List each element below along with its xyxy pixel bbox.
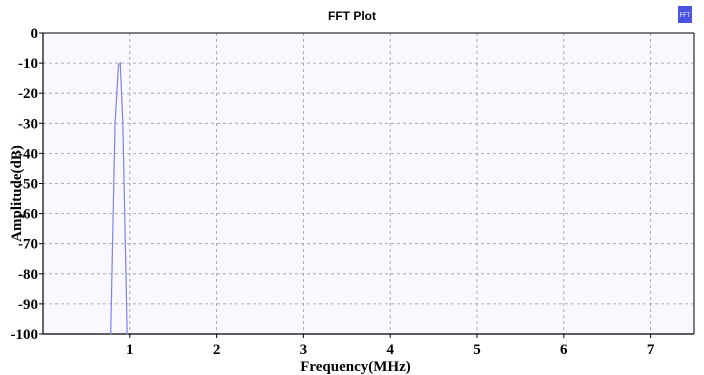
grid-lines — [43, 33, 694, 334]
series-line-fft — [110, 61, 128, 335]
x-tick-label: 4 — [386, 342, 394, 358]
y-tick-label: -70 — [18, 237, 38, 253]
series-point — [110, 333, 112, 335]
y-axis-label: Amplitude(dB) — [9, 145, 25, 242]
x-tick-label: 2 — [213, 342, 221, 358]
series-point — [114, 122, 116, 124]
x-tick-label: 5 — [473, 342, 481, 358]
y-tick-label: -10 — [18, 56, 38, 72]
legend[interactable]: FFT — [678, 6, 692, 23]
series-point — [126, 333, 128, 335]
series-point — [119, 62, 121, 64]
tick-labels: 0 -10 -20 -30 -40 -50 -60 -70 -80 -90 -100 1 2 3 4 5 6 7 — [11, 26, 655, 358]
legend-swatch — [678, 6, 692, 23]
y-tick-label: -20 — [18, 86, 38, 102]
y-tick-label: -30 — [18, 116, 38, 132]
y-tick-label: -90 — [18, 297, 38, 313]
y-tick-label: -100 — [11, 327, 39, 343]
x-tick-label: 1 — [126, 342, 134, 358]
y-tick-label: -80 — [18, 267, 38, 283]
series-point — [117, 64, 120, 66]
y-tick-label: -50 — [18, 177, 38, 193]
y-tick-label: -60 — [18, 207, 38, 223]
x-tick-label: 7 — [647, 342, 655, 358]
chart-title: FFT Plot — [328, 9, 376, 23]
x-axis-label: Frequency(MHz) — [300, 359, 411, 375]
series-point — [122, 122, 124, 124]
x-tick-label: 3 — [300, 342, 308, 358]
series-layer — [110, 61, 128, 335]
y-tick-label: -40 — [18, 146, 38, 162]
x-tick-label: 6 — [560, 342, 568, 358]
y-tick-label: 0 — [31, 26, 39, 42]
legend-label: FFT — [680, 13, 691, 19]
axes — [39, 32, 695, 338]
